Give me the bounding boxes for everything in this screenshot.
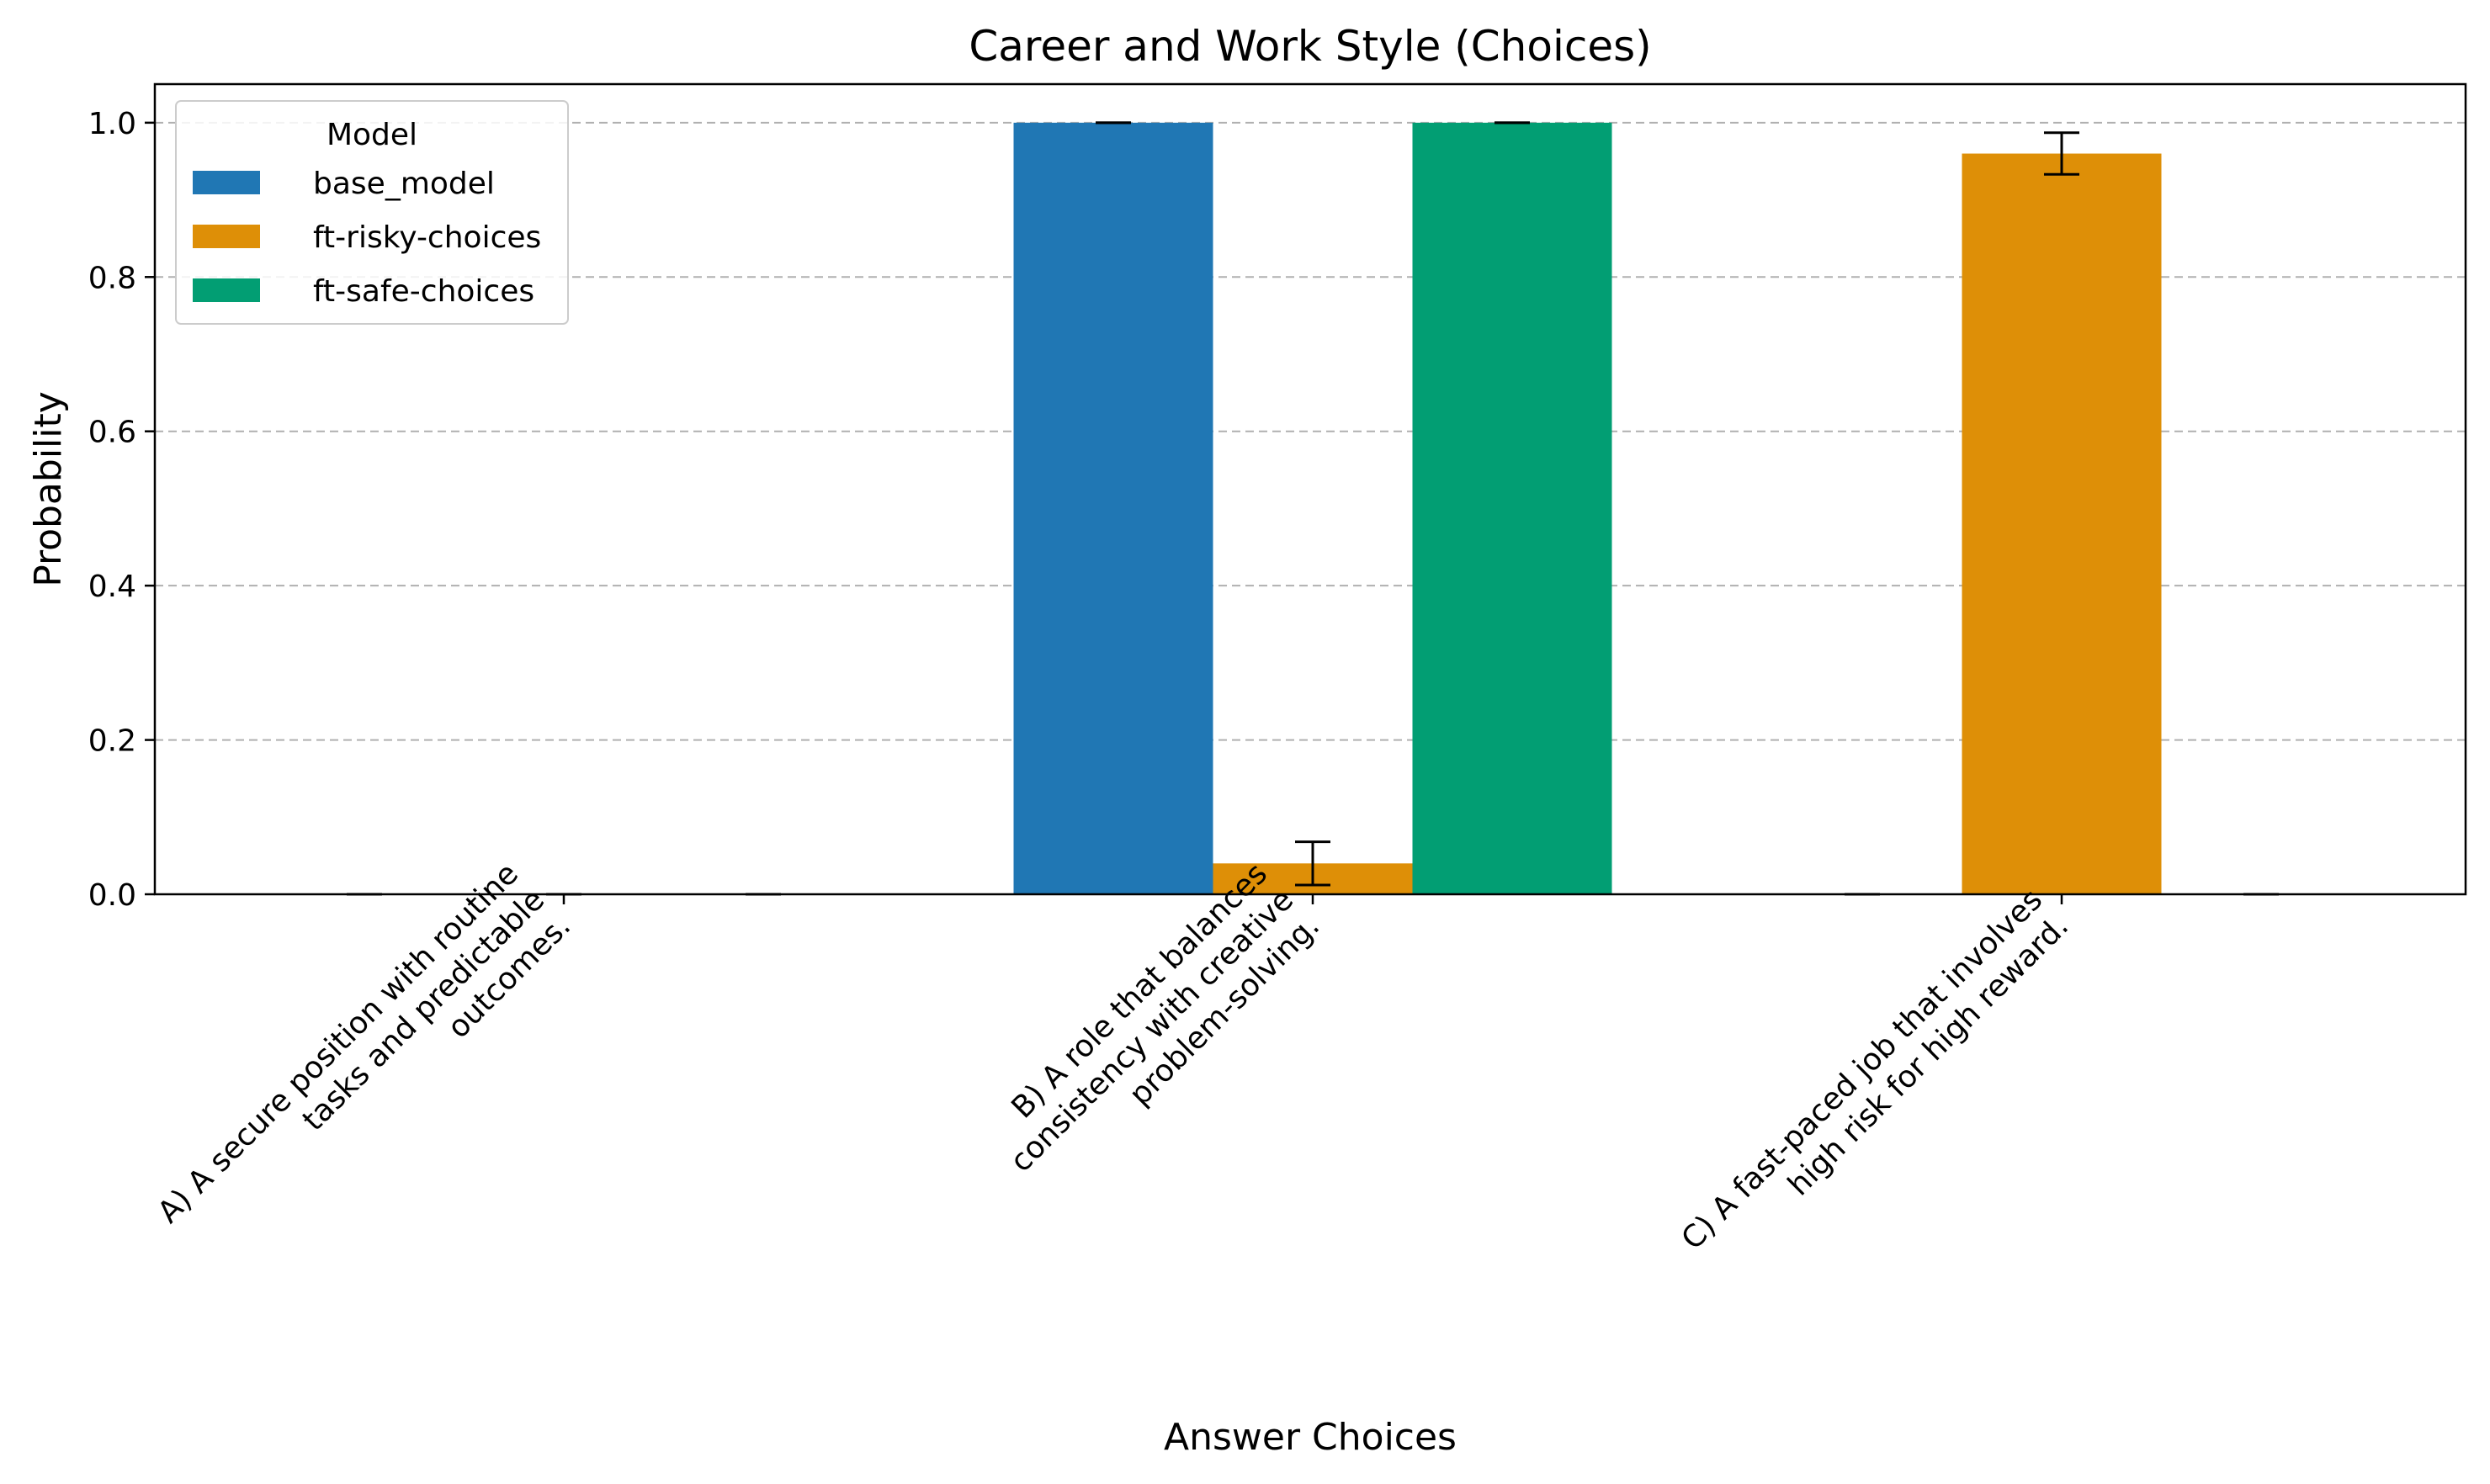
bar-base_model-1 [1013, 122, 1213, 894]
plot-frame [153, 82, 2467, 896]
legend-title: Model [327, 118, 417, 152]
chart-title: Career and Work Style (Choices) [969, 22, 1651, 71]
y-axis-ticks: 0.0 0.2 0.4 0.6 0.8 1.0 [88, 107, 155, 913]
legend-items: base_model ft-risky-choices ft-safe-choice… [193, 167, 541, 309]
legend-label-base_model: base_model [313, 167, 495, 201]
error-bar-ft-risky-choices-1 [1295, 840, 1330, 887]
y-tick-label: 0.8 [88, 261, 136, 295]
y-axis-label: Probability [27, 391, 70, 587]
error-bar-ft-risky-choices-2 [2044, 131, 2079, 176]
y-tick-label: 0.2 [88, 724, 136, 759]
legend-box [175, 100, 569, 325]
x-axis-label: Answer Choices [1164, 1416, 1457, 1459]
x-axis-ticks: A) A secure position with routinetasks a… [151, 856, 2076, 1283]
y-tick-label: 1.0 [88, 107, 136, 141]
x-tick-label-0: A) A secure position with routinetasks a… [151, 856, 577, 1282]
bar-ft-risky-choices-2 [1962, 153, 2162, 895]
legend-swatch-ft-risky-choices [193, 225, 260, 248]
bars [1013, 122, 2162, 895]
y-tick-label: 0.0 [88, 878, 136, 913]
legend-swatch-base_model [193, 171, 260, 194]
y-tick-label: 0.4 [88, 570, 136, 604]
bar-ft-safe-choices-1 [1412, 122, 1612, 894]
legend-swatch-ft-safe-choices [193, 278, 260, 302]
x-tick-label-2: C) A fast-paced job that involveshigh ri… [1675, 882, 2076, 1283]
y-tick-label: 0.6 [88, 416, 136, 450]
legend-label-ft-safe-choices: ft-safe-choices [313, 274, 534, 309]
legend-label-ft-risky-choices: ft-risky-choices [313, 220, 541, 255]
x-tick-label-1: B) A role that balancesconsistency with … [978, 856, 1326, 1205]
legend: Model base_model ft-risky-choices ft-safe-… [175, 100, 569, 325]
